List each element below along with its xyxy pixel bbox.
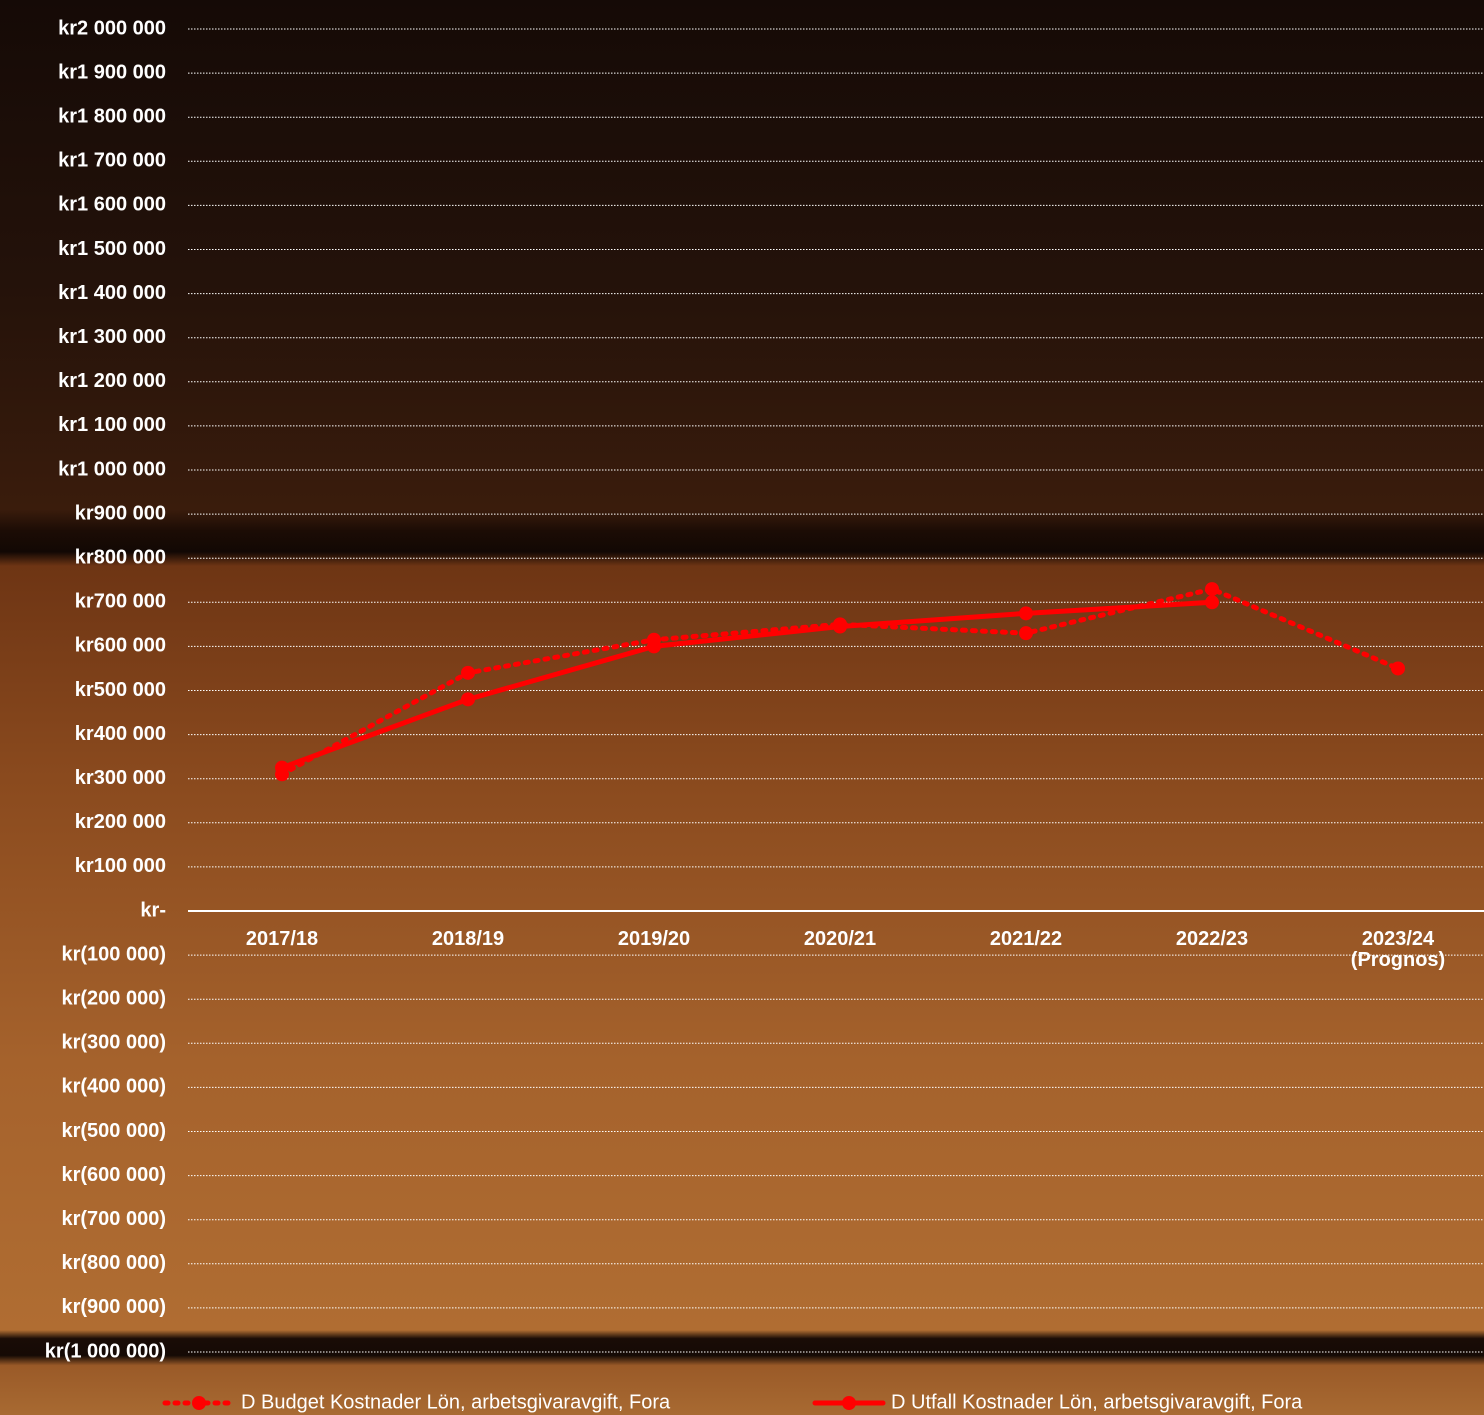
- y-tick-label: kr1 300 000: [58, 326, 166, 348]
- y-tick-label: kr100 000: [75, 855, 166, 877]
- x-tick-label: 2022/23: [1175, 928, 1249, 950]
- point: [1205, 582, 1219, 597]
- y-tick-label: kr2 000 000: [58, 17, 166, 39]
- y-tick-label: kr1 900 000: [58, 61, 166, 83]
- y-tick-label: kr1 100 000: [58, 414, 166, 436]
- series-line: [279, 599, 1215, 771]
- y-tick-label: kr(500 000): [61, 1120, 166, 1142]
- y-tick-label: kr(700 000): [61, 1208, 166, 1230]
- x-tick-label: 2023/24 (Prognos): [1350, 928, 1446, 971]
- y-tick-label: kr(200 000): [61, 987, 166, 1009]
- y-tick-label: kr(300 000): [61, 1032, 166, 1054]
- y-tick-label: kr200 000: [75, 811, 166, 833]
- legend-label: D Budget Kostnader Lön, arbetsgivaravgif…: [241, 1391, 671, 1413]
- point: [461, 692, 475, 707]
- x-tick-label: 2019/20: [617, 928, 691, 950]
- y-tick-label: kr1 500 000: [58, 238, 166, 260]
- y-tick-label: kr(100 000): [61, 943, 166, 965]
- legend-marker: [192, 1396, 206, 1410]
- y-tick-label: kr1 200 000: [58, 370, 166, 392]
- series-line: [279, 586, 1401, 777]
- y-tick-label: kr(900 000): [61, 1296, 166, 1318]
- point: [275, 760, 289, 775]
- y-tick-label: kr1 700 000: [58, 150, 166, 172]
- point: [1019, 606, 1033, 621]
- y-tick-label: kr300 000: [75, 767, 166, 789]
- y-tick-label: kr1 800 000: [58, 105, 166, 127]
- x-tick-label: 2018/19: [431, 928, 505, 950]
- y-tick-label: kr1 400 000: [58, 282, 166, 304]
- point: [647, 639, 661, 654]
- legend-label: D Utfall Kostnader Lön, arbetsgivaravgif…: [891, 1391, 1303, 1413]
- y-tick-label: kr600 000: [75, 635, 166, 657]
- y-tick-label: kr400 000: [75, 723, 166, 745]
- y-tick-label: kr(600 000): [61, 1164, 166, 1186]
- x-tick-label: 2020/21: [803, 928, 877, 950]
- y-tick-label: kr500 000: [75, 679, 166, 701]
- y-tick-label: kr(800 000): [61, 1252, 166, 1274]
- point: [833, 619, 847, 634]
- y-tick-label: kr(1 000 000): [45, 1340, 166, 1362]
- y-tick-label: kr(400 000): [61, 1076, 166, 1098]
- point: [1019, 626, 1033, 641]
- x-tick-label: 2021/22: [989, 928, 1063, 950]
- y-tick-label: kr-: [140, 899, 166, 921]
- point: [461, 665, 475, 680]
- y-tick-label: kr900 000: [75, 502, 166, 524]
- y-tick-label: kr800 000: [75, 546, 166, 568]
- y-tick-label: kr1 600 000: [58, 194, 166, 216]
- legend-marker: [842, 1396, 856, 1410]
- point: [1205, 595, 1219, 610]
- y-tick-label: kr700 000: [75, 591, 166, 613]
- y-tick-label: kr1 000 000: [58, 458, 166, 480]
- point: [1391, 661, 1405, 676]
- x-tick-label: 2017/18: [245, 928, 319, 950]
